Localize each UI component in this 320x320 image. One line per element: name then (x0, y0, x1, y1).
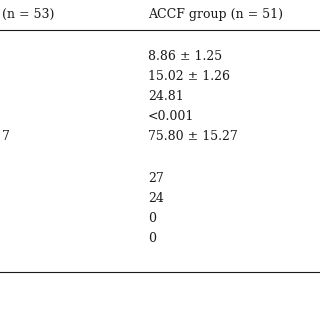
Text: 75.80 ± 15.27: 75.80 ± 15.27 (148, 130, 238, 143)
Text: ACCF group (n = 51): ACCF group (n = 51) (148, 8, 283, 21)
Text: 24.81: 24.81 (148, 90, 184, 103)
Text: 24: 24 (148, 192, 164, 205)
Text: 0: 0 (148, 212, 156, 225)
Text: 0: 0 (148, 232, 156, 245)
Text: 15.02 ± 1.26: 15.02 ± 1.26 (148, 70, 230, 83)
Text: 8.86 ± 1.25: 8.86 ± 1.25 (148, 50, 222, 63)
Text: 7: 7 (2, 130, 10, 143)
Text: (n = 53): (n = 53) (2, 8, 54, 21)
Text: <0.001: <0.001 (148, 110, 194, 123)
Text: 27: 27 (148, 172, 164, 185)
